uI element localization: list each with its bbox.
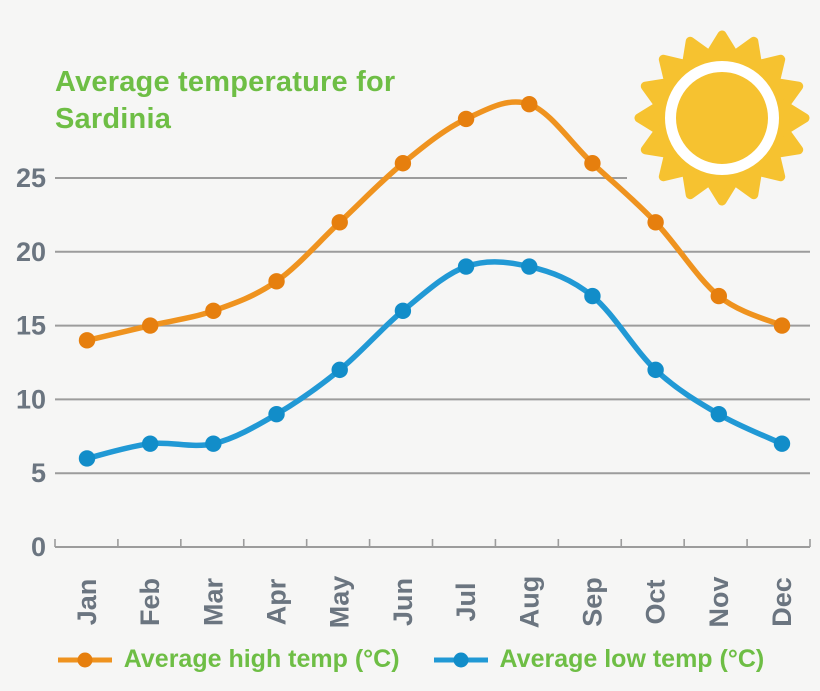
legend-label-low: Average low temp (°C)	[499, 645, 765, 673]
legend-item-low: Average low temp (°C)	[432, 645, 765, 674]
high-temp-point-jul	[457, 110, 475, 128]
y-axis-label-10: 10	[16, 384, 46, 414]
legend-label-high: Average high temp (°C)	[123, 645, 400, 673]
low-temp-point-jul	[457, 258, 475, 275]
low-temp-point-aug	[521, 258, 538, 275]
x-axis-label-may: May	[325, 576, 355, 629]
low-temp-line	[84, 259, 785, 462]
x-axis-label-jan: Jan	[72, 579, 102, 626]
x-axis-label-sep: Sep	[577, 577, 607, 627]
high-temp-point-sep	[584, 155, 601, 172]
x-axis-label-oct: Oct	[641, 579, 671, 624]
low-temp-point-sep	[584, 287, 601, 305]
low-temp-point-nov	[710, 405, 727, 423]
y-axis-label-0: 0	[31, 532, 46, 562]
low-temp-point-jan	[78, 450, 96, 467]
y-axis-label-20: 20	[16, 237, 46, 267]
high-temp-point-nov	[710, 287, 727, 305]
high-temp-point-may	[331, 214, 348, 231]
low-legend-dot	[453, 652, 469, 667]
high-temp-point-apr	[268, 273, 285, 290]
low-temp-point-may	[331, 361, 348, 379]
low-temp-point-dec	[773, 435, 791, 452]
x-axis-label-dec: Dec	[767, 577, 797, 627]
x-axis-label-jul: Jul	[451, 582, 481, 621]
low-temp-point-feb	[141, 435, 159, 452]
high-temp-point-mar	[205, 302, 222, 320]
x-axis-label-nov: Nov	[704, 576, 734, 627]
high-series-marker-icon	[57, 652, 112, 667]
x-axis-label-apr: Apr	[262, 578, 292, 625]
low-temp-point-jun	[394, 302, 412, 320]
sun-core	[665, 61, 779, 175]
legend-item-high: Average high temp (°C)	[56, 645, 400, 674]
low-temp-point-mar	[205, 435, 222, 452]
high-temp-point-feb	[141, 317, 159, 334]
y-axis-label-5: 5	[31, 458, 46, 488]
chart-title: Average temperature for Sardinia	[55, 66, 396, 136]
high-temp-point-aug	[521, 96, 538, 113]
high-temp-point-dec	[773, 317, 791, 334]
y-axis-label-15: 15	[16, 311, 46, 341]
y-axis-label-25: 25	[16, 163, 46, 193]
low-temp-point-oct	[647, 361, 664, 379]
high-legend-dot	[77, 652, 93, 667]
legend: Average high temp (°C) Average low temp …	[0, 645, 820, 674]
low-series-marker-icon	[433, 652, 488, 667]
x-axis-label-aug: Aug	[514, 576, 544, 628]
low-temp-point-apr	[268, 405, 285, 423]
x-axis-label-feb: Feb	[135, 578, 165, 626]
high-temp-point-jun	[394, 155, 412, 172]
x-axis-label-mar: Mar	[198, 578, 228, 627]
sun-icon	[634, 30, 810, 206]
high-temp-point-oct	[647, 214, 664, 231]
high-temp-point-jan	[78, 332, 96, 349]
x-axis-label-jun: Jun	[388, 578, 418, 626]
